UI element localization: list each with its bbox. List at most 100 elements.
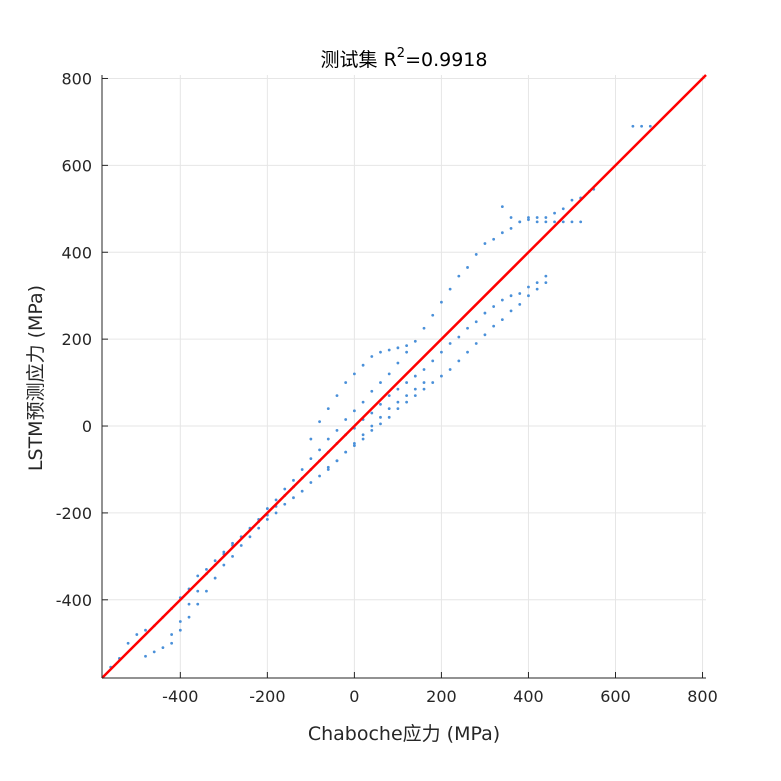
data-point [631, 124, 635, 128]
data-point [483, 333, 487, 337]
data-point [344, 381, 348, 384]
data-point [492, 324, 496, 328]
data-point [300, 489, 304, 493]
data-point [405, 381, 409, 384]
data-point [544, 220, 548, 224]
data-point [396, 346, 400, 350]
y-tick-label: -400 [56, 591, 92, 610]
data-point [413, 387, 417, 391]
data-point [370, 428, 374, 432]
data-point [387, 372, 391, 376]
data-point [500, 318, 504, 321]
data-point [387, 394, 391, 398]
y-tick-label: 200 [61, 330, 92, 349]
data-point [196, 589, 200, 593]
data-point [500, 298, 504, 302]
data-point [361, 433, 365, 437]
title-suffix: =0.9918 [405, 49, 487, 71]
data-point [509, 309, 513, 313]
data-point [509, 294, 513, 298]
data-point [344, 418, 348, 421]
data-point [405, 344, 409, 348]
y-tick-label: -200 [56, 504, 92, 523]
data-point [440, 300, 443, 304]
data-point [335, 394, 339, 398]
data-point [535, 287, 539, 291]
data-point [370, 424, 374, 428]
data-point [405, 400, 409, 404]
data-point [326, 468, 330, 471]
y-tick-labels: -400 -200 0 200 400 600 800 [56, 69, 92, 609]
data-point [213, 576, 217, 580]
data-point [527, 285, 530, 289]
data-point [352, 372, 356, 376]
y-axis-label: LSTM预测应力 (MPa) [25, 285, 47, 471]
data-point [178, 620, 182, 623]
data-point [535, 220, 539, 224]
data-point [326, 437, 330, 441]
data-point [361, 437, 365, 441]
data-point [500, 231, 504, 235]
data-point [466, 266, 469, 269]
data-point [205, 567, 208, 571]
y-tick-label: 400 [61, 243, 92, 262]
data-point [518, 292, 522, 295]
data-point [387, 415, 391, 419]
data-point [178, 628, 182, 632]
data-point [500, 205, 504, 209]
data-point [466, 326, 469, 330]
data-point [344, 450, 348, 454]
title-main: 测试集 R [321, 49, 397, 71]
data-point [379, 381, 382, 384]
data-point [448, 287, 452, 291]
data-point [466, 350, 469, 354]
data-point [309, 457, 313, 461]
data-point [292, 496, 295, 500]
data-point [579, 220, 583, 224]
x-tick-label: -200 [249, 687, 285, 706]
x-tick-labels: -400 -200 0 200 400 600 800 [162, 687, 718, 706]
data-point [309, 437, 313, 441]
data-point [648, 124, 652, 128]
data-point [205, 589, 208, 593]
data-point [544, 281, 548, 285]
data-point [335, 428, 339, 432]
data-point [544, 274, 548, 278]
data-point [422, 387, 426, 391]
data-point [248, 535, 252, 539]
data-point [422, 381, 426, 384]
x-axis-label: Chaboche应力 (MPa) [308, 723, 500, 745]
data-point [527, 294, 530, 298]
data-point [231, 554, 234, 558]
data-point [448, 368, 452, 371]
data-point [231, 541, 234, 545]
data-point [431, 359, 435, 363]
y-tick-label: 800 [61, 69, 92, 88]
data-point [440, 374, 443, 378]
data-point [274, 498, 278, 502]
data-point [387, 348, 391, 352]
data-point [570, 220, 574, 224]
y-tick-label: 600 [61, 156, 92, 175]
data-point [283, 502, 287, 506]
data-point [370, 355, 374, 358]
data-point [326, 407, 330, 411]
data-point [309, 481, 313, 484]
data-point [509, 216, 513, 219]
fit-line [101, 74, 707, 679]
data-point [292, 478, 295, 482]
data-point [518, 302, 522, 306]
data-point [318, 420, 321, 424]
data-point [396, 387, 400, 391]
data-point [405, 350, 409, 354]
data-point [474, 253, 478, 256]
data-point [396, 407, 400, 411]
data-point [318, 448, 321, 452]
data-point [161, 646, 165, 649]
data-point [387, 407, 391, 411]
data-point [144, 654, 147, 658]
data-point [213, 559, 217, 563]
x-tick-label: 800 [687, 687, 718, 706]
data-point [265, 507, 269, 510]
data-point [379, 422, 382, 426]
